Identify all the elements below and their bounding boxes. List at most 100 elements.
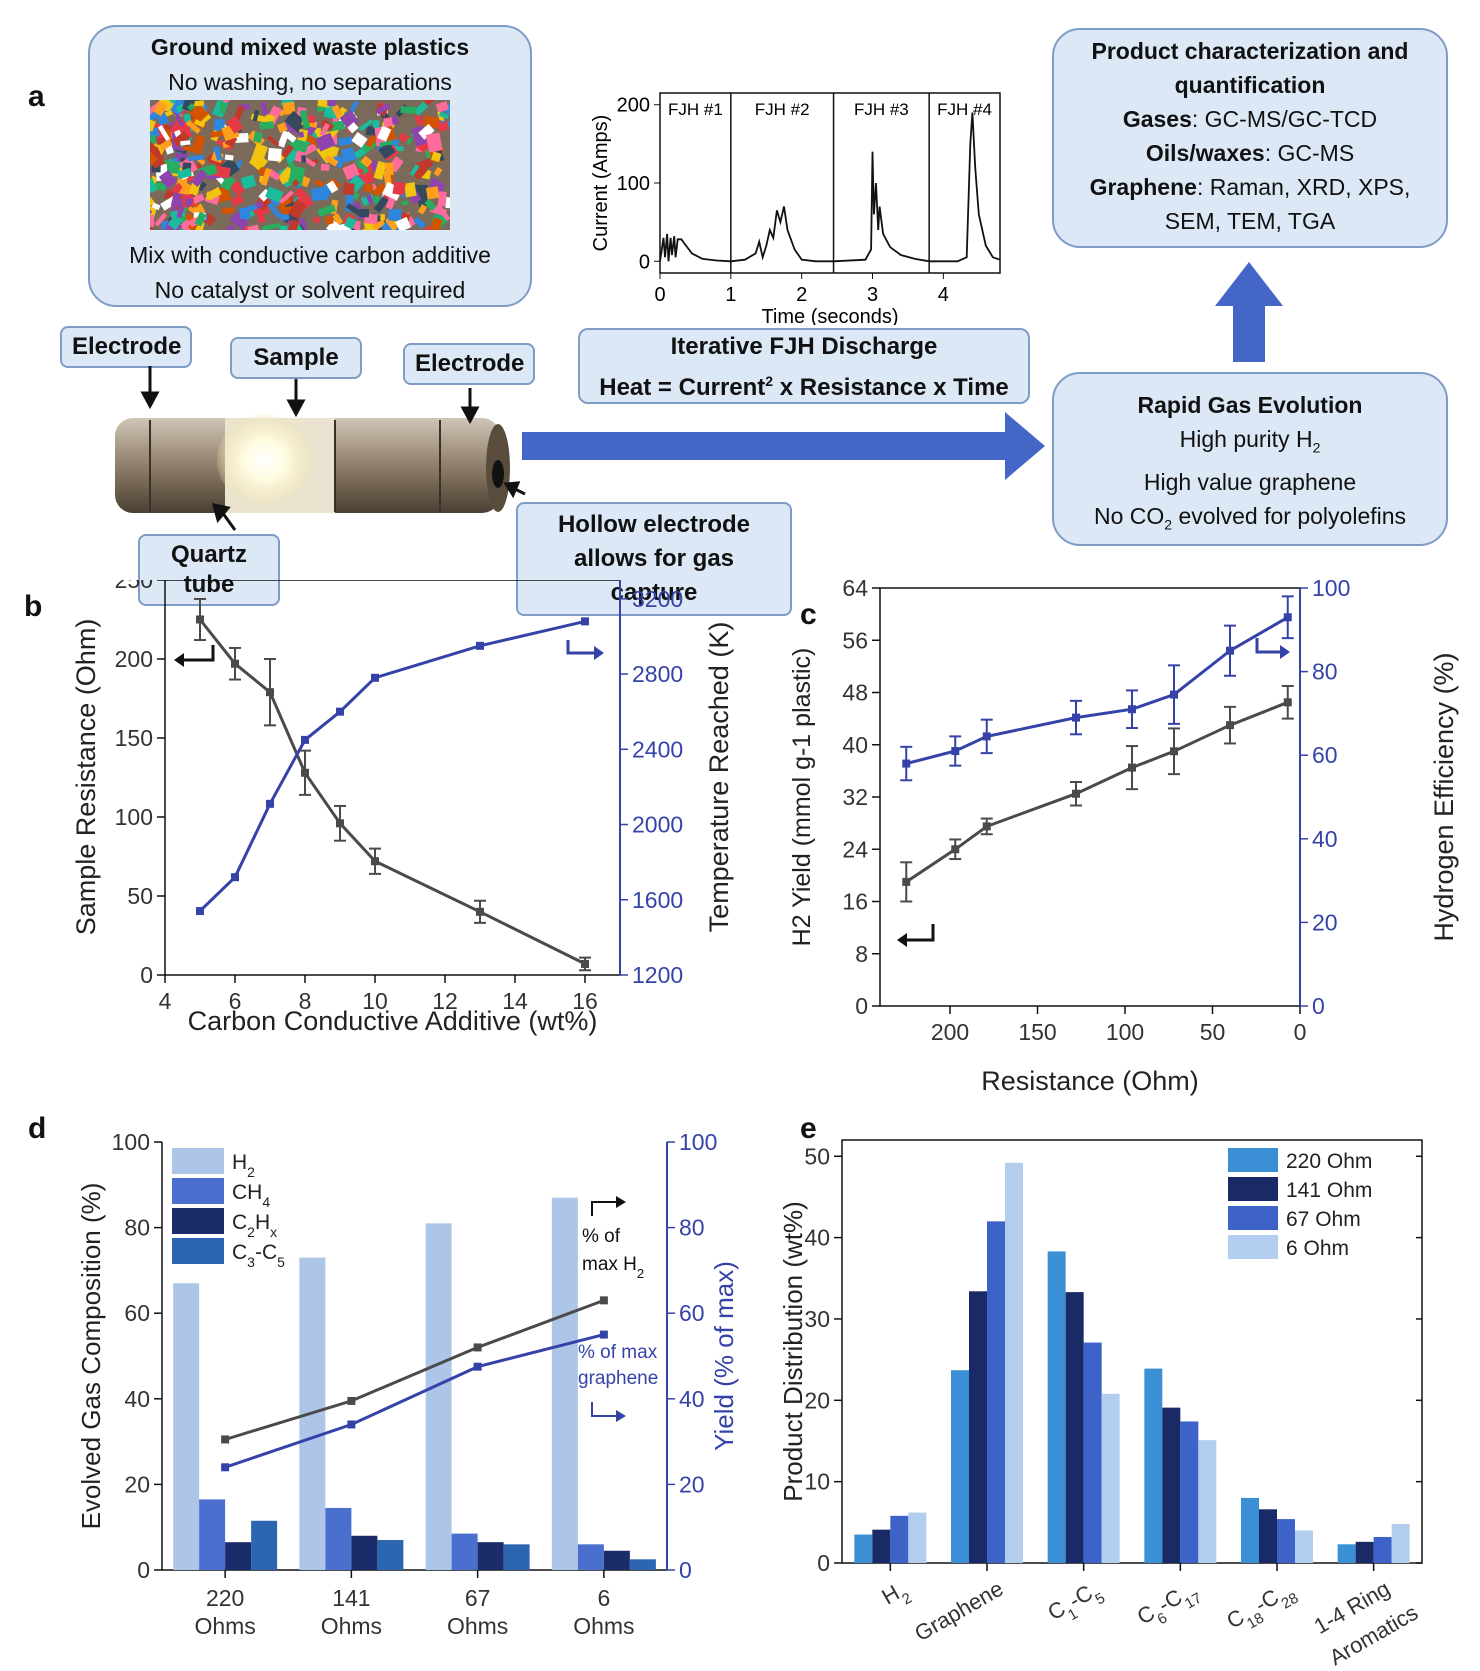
plot-frame — [841, 1139, 1423, 1564]
confetti-piece — [431, 151, 442, 163]
confetti-piece — [366, 194, 374, 205]
yield-point — [347, 1396, 356, 1405]
inset-y-tick-label: 200 — [617, 95, 650, 117]
x-tick-label: 67 — [465, 1585, 491, 1611]
confetti-piece — [381, 218, 400, 230]
inset-x-tick-label: 4 — [938, 284, 949, 306]
confetti-piece — [303, 142, 318, 155]
chart-c-h2-yield-efficiency: 200 150 100 50 00816243240485664020406080100… — [788, 580, 1459, 1096]
bar-6-Ohm — [1005, 1162, 1023, 1563]
confetti-piece — [326, 180, 339, 194]
bar-67-Ohm — [987, 1221, 1005, 1563]
x-tick-label: 141 — [332, 1585, 370, 1611]
y2-tick-label: 100 — [1312, 580, 1350, 601]
confetti-piece — [419, 157, 434, 171]
x-tick-label-unit: Ohms — [321, 1613, 382, 1639]
sample-label: Sample — [230, 337, 362, 379]
confetti-piece — [219, 101, 227, 114]
discharge-formula: Heat = Current2 x Resistance x Time — [599, 373, 1009, 401]
confetti-piece — [221, 207, 235, 215]
fjh-segment-label: FJH #1 — [668, 100, 723, 119]
bar-C3-C5 — [503, 1544, 530, 1570]
confetti-piece — [247, 224, 261, 230]
inset-x-tick-label: 3 — [867, 284, 878, 306]
graphene-annotation-line1: % of max — [578, 1342, 658, 1363]
y-tick-label: 100 — [115, 804, 153, 830]
data-point — [581, 617, 589, 626]
y-tick-label: 200 — [115, 646, 153, 672]
confetti-piece — [150, 177, 158, 193]
confetti-piece — [343, 216, 357, 230]
y-tick-label: 60 — [124, 1300, 150, 1326]
confetti-piece — [224, 154, 234, 161]
confetti-piece — [260, 167, 272, 187]
confetti-piece — [279, 190, 294, 204]
confetti-piece — [173, 109, 185, 127]
data-point — [1170, 690, 1178, 699]
waste-box-line2: Mix with conductive carbon additive — [129, 242, 491, 268]
inset-y-tick-label: 0 — [639, 251, 650, 273]
confetti-piece — [281, 144, 294, 159]
confetti-piece — [388, 208, 402, 222]
confetti-piece — [398, 132, 410, 143]
confetti-piece — [417, 204, 428, 215]
confetti-piece — [176, 204, 185, 219]
bar-6-Ohm — [1101, 1393, 1120, 1563]
y-tick-label: 100 — [112, 1129, 150, 1155]
confetti-piece — [151, 165, 161, 173]
y2-tick-label: 60 — [1312, 742, 1338, 768]
confetti-piece — [287, 198, 307, 220]
x-tick-label: 8 — [299, 988, 312, 1014]
series-line — [198, 618, 586, 966]
confetti-piece — [267, 169, 281, 181]
h2-annotation-arrowhead — [616, 1196, 626, 1208]
confetti-piece — [267, 147, 282, 162]
confetti-piece — [150, 117, 156, 132]
confetti-piece — [259, 121, 274, 130]
data-point — [902, 877, 911, 886]
data-point — [266, 688, 274, 697]
y2-axis-title: Yield (% of max) — [709, 1261, 739, 1451]
legend-label: CH4 — [232, 1181, 270, 1210]
confetti-piece — [178, 219, 195, 230]
y-axis-title: Sample Resistance (Ohm) — [71, 619, 101, 936]
confetti-piece — [320, 163, 330, 171]
hollow-electrode-label: Hollow electrode allows for gas capture — [516, 502, 792, 616]
confetti-piece — [252, 109, 260, 122]
y2-tick-label: 0 — [1312, 993, 1325, 1019]
data-point — [902, 759, 911, 768]
bar-6-Ohm — [1295, 1530, 1313, 1563]
x-tick-label: 0 — [1294, 1019, 1307, 1045]
product-graphene-line2: SEM, TEM, TGA — [1164, 208, 1336, 234]
confetti-piece — [191, 169, 208, 188]
data-point — [1170, 747, 1178, 756]
y2-tick-label: 2800 — [632, 661, 683, 687]
x-tick-label: 12 — [432, 988, 458, 1014]
y-axis-title: H2 Yield (mmol g-1 plastic) — [788, 648, 816, 947]
confetti-piece — [392, 181, 406, 196]
y2-tick-label: 80 — [679, 1215, 705, 1241]
y-tick-label: 32 — [842, 784, 868, 810]
product-title2: quantification — [1174, 72, 1326, 98]
x-tick-label: Graphene — [910, 1576, 1007, 1647]
confetti-piece — [380, 214, 385, 221]
bar-CH4 — [577, 1544, 604, 1570]
yield-point — [473, 1362, 482, 1371]
left-axis-arrowhead — [174, 653, 184, 667]
confetti-piece — [151, 202, 161, 211]
bar-67-Ohm — [890, 1515, 909, 1563]
confetti-piece — [265, 186, 284, 203]
confetti-piece — [360, 155, 373, 168]
x-tick-label: 10 — [362, 988, 388, 1014]
right-process-arrow — [522, 412, 1045, 480]
x-tick-label: 50 — [1200, 1019, 1226, 1045]
confetti-piece — [315, 132, 336, 152]
inset-x-tick-label: 2 — [796, 284, 807, 306]
left-axis-arrow — [182, 645, 215, 662]
fjh-segment-label: FJH #4 — [937, 100, 992, 119]
confetti-piece — [414, 113, 424, 126]
confetti-piece — [409, 161, 428, 181]
discharge-title: Iterative FJH Discharge — [670, 333, 938, 360]
confetti-piece — [340, 146, 357, 163]
